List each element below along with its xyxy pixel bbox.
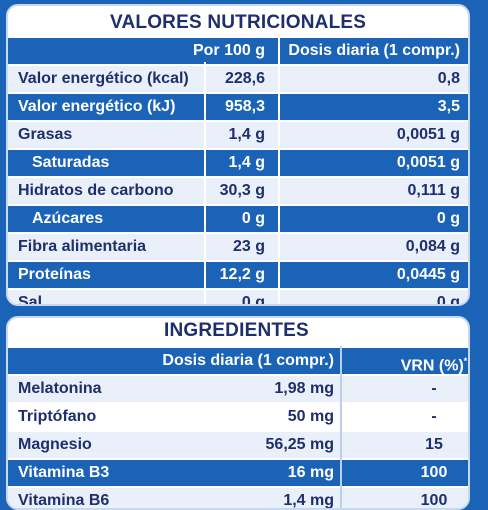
nutrient-per100: 23 g xyxy=(232,238,265,255)
nutrient-per100: 1,4 g xyxy=(228,154,265,171)
ingredient-name: Vitamina B6 xyxy=(18,492,110,509)
nutrient-daily: 0,0051 g xyxy=(396,126,460,143)
nutrient-per100: 1,4 g xyxy=(228,126,265,143)
nutrient-per100: 958,3 xyxy=(224,98,265,115)
footnote-marker: * xyxy=(463,356,468,366)
nutrient-name: Fibra alimentaria xyxy=(18,238,147,255)
ingredients-panel: INGREDIENTES Dosis diaria (1 compr.) VRN… xyxy=(6,316,470,510)
nutrient-name: Valor energético (kJ) xyxy=(18,98,176,115)
nutrition-row: Proteínas 12,2 g 0,0445 g xyxy=(8,260,468,288)
nutrient-name: Sal xyxy=(18,294,43,306)
nutrient-daily: 0,0051 g xyxy=(396,154,460,171)
nutrient-daily: 0,111 g xyxy=(407,182,461,199)
nutrition-row: Valor energético (kcal) 228,6 0,8 xyxy=(8,64,468,92)
ingredient-row: Triptófano 50 mg - xyxy=(8,402,468,430)
nutrient-daily: 0,0445 g xyxy=(396,266,460,283)
nutrient-name: Valor energético (kcal) xyxy=(18,70,189,87)
nutrition-row: Fibra alimentaria 23 g 0,084 g xyxy=(8,232,468,260)
nutrient-name: Azúcares xyxy=(32,210,104,227)
ingredient-name: Melatonina xyxy=(18,380,102,397)
ingredients-title: INGREDIENTES xyxy=(164,320,309,341)
nutrient-name: Proteínas xyxy=(18,266,91,283)
nutrient-daily: 0 g xyxy=(436,210,460,227)
nutrition-row: Sal 0 g 0 g xyxy=(8,288,468,306)
column-divider xyxy=(278,36,280,304)
per100-column-header: Por 100 g xyxy=(192,42,265,59)
daily-dose-column-header: Dosis diaria (1 compr.) xyxy=(288,42,460,59)
ingredient-name: Vitamina B3 xyxy=(18,464,110,481)
nutrient-per100: 30,3 g xyxy=(219,182,265,199)
ingredient-daily: 56,25 mg xyxy=(265,436,334,453)
nutrient-name: Hidratos de carbono xyxy=(18,182,174,199)
nutrient-daily: 0 g xyxy=(436,294,460,306)
nutrient-per100: 0 g xyxy=(241,294,265,306)
nutrition-title: VALORES NUTRICIONALES xyxy=(110,12,367,33)
nutrient-daily: 0,084 g xyxy=(405,238,460,255)
ingredient-row: Vitamina B6 1,4 mg 100 xyxy=(8,486,468,509)
column-divider xyxy=(340,346,342,508)
ingredient-daily: 16 mg xyxy=(287,464,334,481)
nutrition-row: Saturadas 1,4 g 0,0051 g xyxy=(8,148,468,176)
nutrition-row: Hidratos de carbono 30,3 g 0,111 g xyxy=(8,176,468,204)
daily-dose-column-header: Dosis diaria (1 compr.) xyxy=(162,352,334,369)
ingredient-daily: 50 mg xyxy=(287,408,334,425)
ingredient-row: Magnesio 56,25 mg 15 xyxy=(8,430,468,458)
ingredients-header-row: Dosis diaria (1 compr.) VRN (%)* xyxy=(8,346,468,374)
ingredient-row: Vitamina B3 16 mg 100 xyxy=(8,458,468,486)
nutrient-name: Grasas xyxy=(18,126,73,143)
nutrition-facts-panel: VALORES NUTRICIONALES Por 100 g Dosis di… xyxy=(6,4,470,306)
nutrient-name: Saturadas xyxy=(32,154,110,171)
nutrition-header-row: Por 100 g Dosis diaria (1 compr.) xyxy=(8,36,468,64)
nutrition-row: Valor energético (kJ) 958,3 3,5 xyxy=(8,92,468,120)
ingredient-name: Triptófano xyxy=(18,408,97,425)
nutrient-per100: 228,6 xyxy=(224,70,265,87)
ingredient-daily: 1,4 mg xyxy=(283,492,334,509)
ingredient-vrn: 100 xyxy=(420,492,448,509)
ingredient-vrn: - xyxy=(431,408,437,425)
nutrient-per100: 0 g xyxy=(241,210,265,227)
ingredient-name: Magnesio xyxy=(18,436,92,453)
vrn-column-header: VRN (%)* xyxy=(400,356,468,375)
nutrition-row: Grasas 1,4 g 0,0051 g xyxy=(8,120,468,148)
nutrition-row: Azúcares 0 g 0 g xyxy=(8,204,468,232)
nutrient-daily: 0,8 xyxy=(437,70,460,87)
ingredient-vrn: 15 xyxy=(425,436,443,453)
ingredient-vrn: 100 xyxy=(420,464,448,481)
ingredient-vrn: - xyxy=(431,380,437,397)
nutrient-daily: 3,5 xyxy=(437,98,460,115)
ingredient-daily: 1,98 mg xyxy=(274,380,334,397)
nutrient-per100: 12,2 g xyxy=(219,266,265,283)
column-divider xyxy=(204,62,206,304)
ingredient-row: Melatonina 1,98 mg - xyxy=(8,374,468,402)
